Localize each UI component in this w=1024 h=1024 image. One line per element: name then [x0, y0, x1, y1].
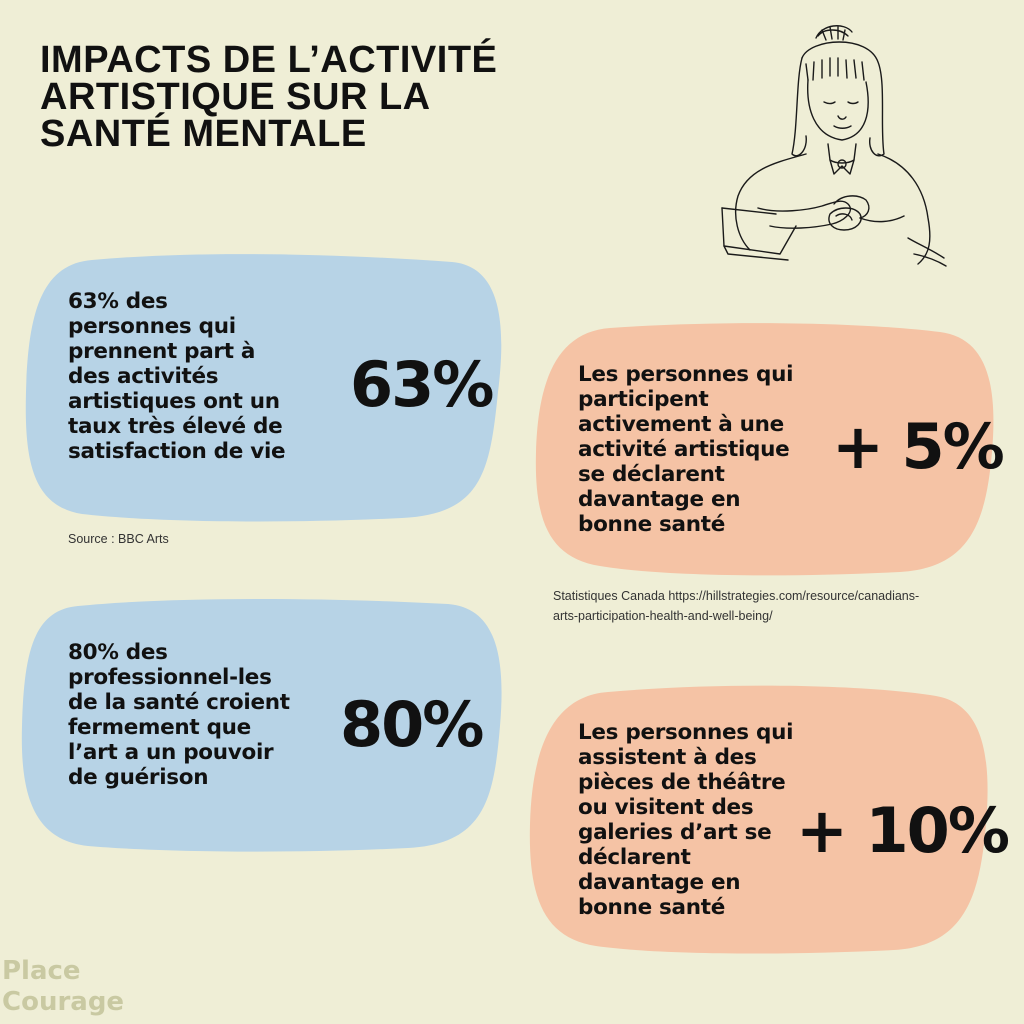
- page-title: IMPACTS DE L’ACTIVITÉ ARTISTIQUE SUR LA …: [40, 39, 560, 155]
- card-text-line: artistiques ont un: [68, 389, 280, 414]
- card-text-line: 63% des: [68, 289, 168, 314]
- card-text-line: des activités: [68, 364, 219, 389]
- healing-card-text: 80% des professionnel-les de la santé cr…: [68, 640, 290, 790]
- card-text-line: de guérison: [68, 765, 209, 790]
- card-text-line: pièces de théâtre: [578, 770, 786, 795]
- card-text-line: bonne santé: [578, 895, 726, 920]
- attendance-card-text: Les personnes qui assistent à des pièces…: [578, 720, 793, 920]
- source-line: arts-participation-health-and-well-being…: [553, 609, 773, 623]
- card-text-line: Les personnes qui: [578, 362, 794, 387]
- brand-line: Place: [2, 956, 81, 986]
- blob-background: [25, 254, 502, 522]
- card-text-line: galeries d’art se: [578, 820, 772, 845]
- blob-background: [535, 323, 994, 576]
- card-text-line: fermement que: [68, 715, 251, 740]
- blob-background: [529, 685, 988, 954]
- card-text-line: professionnel-les: [68, 665, 272, 690]
- card-text-line: satisfaction de vie: [68, 439, 286, 464]
- participation-card-text: Les personnes qui participent activement…: [578, 362, 793, 537]
- brand-logo: Place Courage: [2, 956, 124, 1018]
- card-text-line: personnes qui: [68, 314, 236, 339]
- card-text-line: prennent part à: [68, 339, 256, 364]
- card-text-line: assistent à des: [578, 745, 757, 770]
- statcan-source-note: Statistiques Canada https://hillstrategi…: [553, 586, 919, 626]
- card-text-line: Les personnes qui: [578, 720, 794, 745]
- card-text-line: 80% des: [68, 640, 168, 665]
- healing-stat: 80%: [340, 688, 484, 761]
- card-text-line: bonne santé: [578, 512, 726, 537]
- title-line: IMPACTS DE L’ACTIVITÉ: [40, 39, 498, 81]
- satisfaction-card-text: 63% des personnes qui prennent part à de…: [68, 289, 286, 464]
- card-text-line: se déclarent: [578, 462, 725, 487]
- bbc-source-note: Source : BBC Arts: [68, 532, 169, 546]
- satisfaction-stat: 63%: [350, 348, 494, 421]
- title-line: ARTISTIQUE SUR LA: [40, 76, 431, 118]
- card-text-line: déclarent: [578, 845, 691, 870]
- card-text-line: de la santé croient: [68, 690, 290, 715]
- blob-background: [21, 599, 502, 852]
- card-text-line: participent: [578, 387, 709, 412]
- attendance-stat: + 10%: [796, 794, 1010, 867]
- participation-stat: + 5%: [832, 410, 1005, 483]
- card-text-line: davantage en: [578, 870, 741, 895]
- source-line: Statistiques Canada https://hillstrategi…: [553, 589, 920, 603]
- card-text-line: l’art a un pouvoir: [68, 740, 274, 765]
- card-text-line: taux très élevé de: [68, 414, 283, 439]
- woman-crafting-sketch-icon: [721, 25, 947, 267]
- card-text-line: activement à une: [578, 412, 784, 437]
- card-text-line: activité artistique: [578, 437, 790, 462]
- title-line: SANTÉ MENTALE: [40, 113, 367, 155]
- card-text-line: davantage en: [578, 487, 741, 512]
- card-text-line: ou visitent des: [578, 795, 754, 820]
- brand-line: Courage: [2, 987, 125, 1017]
